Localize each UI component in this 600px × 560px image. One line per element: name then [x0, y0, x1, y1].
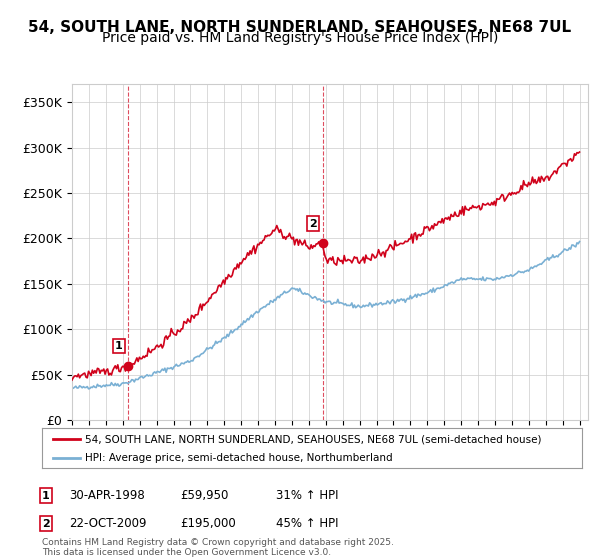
- Text: 2: 2: [42, 519, 50, 529]
- Text: 30-APR-1998: 30-APR-1998: [69, 489, 145, 502]
- Text: £59,950: £59,950: [180, 489, 229, 502]
- Text: 31% ↑ HPI: 31% ↑ HPI: [276, 489, 338, 502]
- Text: 45% ↑ HPI: 45% ↑ HPI: [276, 517, 338, 530]
- Text: Contains HM Land Registry data © Crown copyright and database right 2025.
This d: Contains HM Land Registry data © Crown c…: [42, 538, 394, 557]
- Text: 54, SOUTH LANE, NORTH SUNDERLAND, SEAHOUSES, NE68 7UL: 54, SOUTH LANE, NORTH SUNDERLAND, SEAHOU…: [28, 20, 572, 35]
- Text: 1: 1: [115, 341, 122, 351]
- Text: 2: 2: [309, 218, 317, 228]
- Text: Price paid vs. HM Land Registry's House Price Index (HPI): Price paid vs. HM Land Registry's House …: [102, 31, 498, 45]
- Text: 54, SOUTH LANE, NORTH SUNDERLAND, SEAHOUSES, NE68 7UL (semi-detached house): 54, SOUTH LANE, NORTH SUNDERLAND, SEAHOU…: [85, 435, 542, 445]
- Text: 22-OCT-2009: 22-OCT-2009: [69, 517, 146, 530]
- Text: HPI: Average price, semi-detached house, Northumberland: HPI: Average price, semi-detached house,…: [85, 453, 393, 463]
- Text: 1: 1: [42, 491, 50, 501]
- Text: £195,000: £195,000: [180, 517, 236, 530]
